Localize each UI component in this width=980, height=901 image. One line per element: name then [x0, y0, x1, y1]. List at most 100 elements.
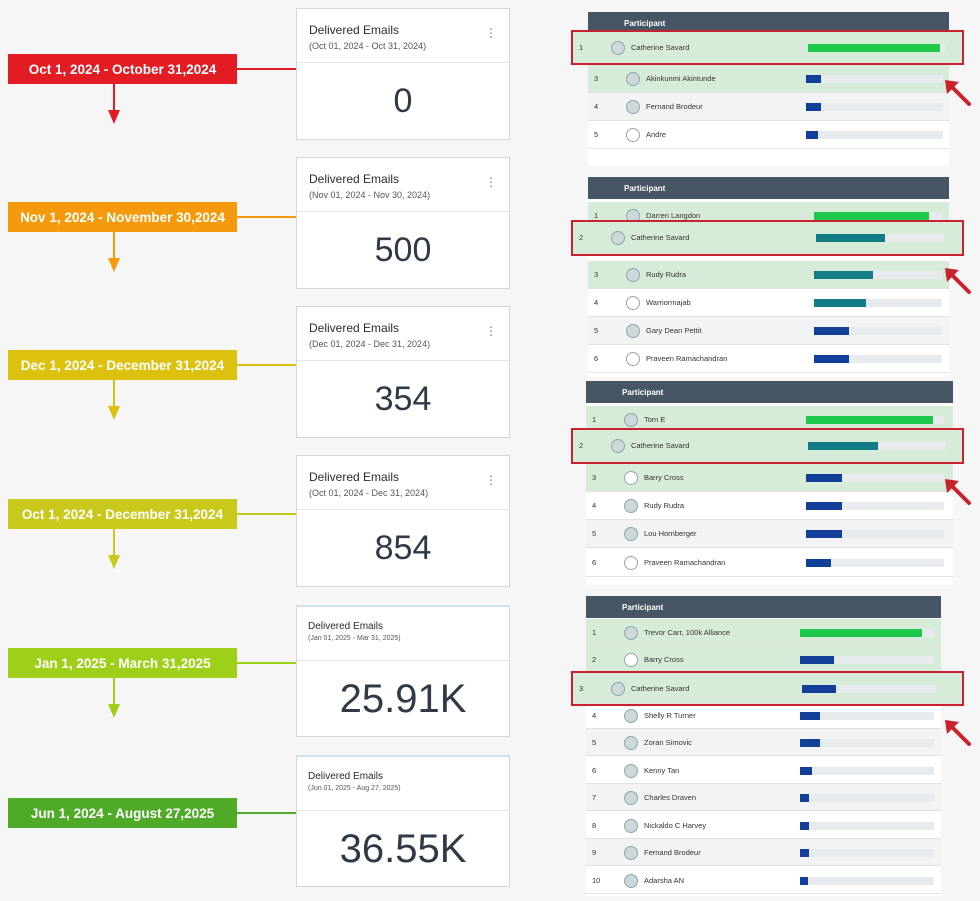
leaderboard-row[interactable]: 3 Akinkunmi Akintunde: [588, 65, 949, 93]
card-date-range: (Jun 01, 2025 - Aug 27, 2025): [308, 785, 401, 792]
participant-name: Warriormajab: [646, 298, 691, 307]
leaderboard-row[interactable]: 4 Warriormajab: [588, 289, 949, 317]
rank-number: 8: [592, 821, 597, 830]
leaderboard-row[interactable]: 4 Shelly R Turner: [586, 702, 941, 729]
down-connector: [113, 380, 115, 406]
participant-column-header: Participant: [586, 381, 953, 403]
rank-number: 3: [579, 684, 584, 693]
leaderboard-row[interactable]: 7 Charles Draven: [586, 784, 941, 811]
leaderboard-row[interactable]: 5 Gary Dean Pettit: [588, 317, 949, 345]
progress-bar-fill: [800, 822, 809, 830]
card-date-range: (Oct 01, 2024 - Dec 31, 2024): [309, 488, 429, 498]
arrow-down-icon: [108, 110, 120, 124]
arrow-down-icon: [108, 555, 120, 569]
progress-track: [806, 474, 944, 482]
card-title: Delivered Emails: [308, 621, 384, 632]
leaderboard-row[interactable]: 5 Zoran Simovic: [586, 729, 941, 756]
progress-track: [800, 822, 934, 830]
avatar: [611, 682, 625, 696]
leaderboard-row[interactable]: 5 Andre: [588, 121, 949, 149]
card-header: Delivered Emails (Nov 01, 2024 - Nov 30, …: [297, 158, 509, 212]
leaderboard-row[interactable]: 3 Barry Cross: [586, 464, 953, 492]
delivered-emails-card: Delivered Emails (Nov 01, 2024 - Nov 30, …: [296, 157, 510, 289]
leaderboard-row[interactable]: 6 Praveen Ramachandran: [588, 345, 949, 373]
participant-name: Rudy Rudra: [644, 501, 685, 510]
progress-bar-fill: [806, 416, 933, 424]
leaderboard-row[interactable]: 3 Catherine Savard: [573, 673, 962, 704]
participant-name: Fernand Brodeur: [644, 848, 701, 857]
leaderboard-row[interactable]: 1 Catherine Savard: [573, 32, 962, 63]
highlighted-participant-row[interactable]: 3 Catherine Savard: [571, 671, 964, 706]
rank-number: 3: [594, 74, 599, 83]
progress-bar-fill: [800, 767, 812, 775]
leaderboard-row[interactable]: 4 Rudy Rudra: [586, 492, 953, 520]
progress-bar-fill: [800, 794, 809, 802]
progress-track: [808, 44, 945, 52]
progress-track: [806, 502, 944, 510]
arrow-down-icon: [108, 704, 120, 718]
leaderboard-row[interactable]: 8 Nickaldo C Harvey: [586, 812, 941, 839]
progress-track: [806, 75, 943, 83]
leaderboard-row[interactable]: 4 Fernand Brodeur: [588, 93, 949, 121]
leaderboard-row[interactable]: 2 Barry Cross: [586, 646, 941, 673]
highlighted-participant-row[interactable]: 2 Catherine Savard: [571, 428, 964, 464]
participant-name: Catherine Savard: [631, 233, 690, 242]
participant-name: Gary Dean Pettit: [646, 326, 702, 335]
delivered-count: 0: [393, 81, 413, 120]
kebab-menu-icon[interactable]: ⋮: [485, 473, 497, 487]
progress-track: [806, 131, 943, 139]
participant-name: Barry Cross: [644, 655, 684, 664]
leaderboard-row[interactable]: 3 Rudy Rudra: [588, 261, 949, 289]
progress-bar-fill: [806, 131, 818, 139]
progress-bar-fill: [800, 849, 809, 857]
progress-track: [800, 849, 934, 857]
rank-number: 6: [594, 354, 599, 363]
leaderboard-row[interactable]: 2 Catherine Savard: [573, 430, 962, 462]
leaderboard-row[interactable]: 6 Praveen Ramachandran: [586, 549, 953, 577]
avatar: [626, 268, 640, 282]
leaderboard-row[interactable]: 6 Kenny Tan: [586, 757, 941, 784]
leaderboard-row[interactable]: 5 Lou Hornberger: [586, 520, 953, 548]
avatar: [624, 736, 638, 750]
avatar: [624, 626, 638, 640]
delivered-emails-card: Delivered Emails (Jun 01, 2025 - Aug 27, …: [296, 755, 510, 887]
participant-name: Adarsha AN: [644, 876, 685, 885]
avatar: [624, 846, 638, 860]
participant-name: Charles Draven: [644, 793, 697, 802]
avatar: [624, 471, 638, 485]
kebab-menu-icon[interactable]: ⋮: [485, 324, 497, 338]
leaderboard-row[interactable]: 1 Trevor Carr, 100k Alliance: [586, 619, 941, 646]
down-connector: [113, 678, 115, 704]
progress-bar-fill: [814, 271, 873, 279]
rank-number: 6: [592, 766, 597, 775]
leaderboard-row[interactable]: 9 Fernand Brodeur: [586, 839, 941, 866]
connector-line: [237, 662, 296, 664]
rank-number: 10: [592, 876, 601, 885]
progress-bar-fill: [806, 103, 821, 111]
leaderboard-row[interactable]: 10 Adarsha AN: [586, 867, 941, 894]
progress-bar-fill: [806, 474, 842, 482]
rank-number: 5: [594, 130, 599, 139]
red-pointer-arrow-icon: [945, 479, 971, 505]
card-date-range: (Nov 01, 2024 - Nov 30, 2024): [309, 190, 431, 200]
participant-column-header: Participant: [588, 177, 949, 199]
rank-number: 5: [592, 738, 597, 747]
rank-number: 5: [592, 529, 597, 538]
kebab-menu-icon[interactable]: ⋮: [485, 26, 497, 40]
avatar: [626, 296, 640, 310]
rank-number: 1: [579, 43, 584, 52]
avatar: [624, 709, 638, 723]
rank-number: 4: [594, 102, 599, 111]
highlighted-participant-row[interactable]: 1 Catherine Savard: [571, 30, 964, 65]
participant-name: Darren Langdon: [646, 211, 701, 220]
participant-column-header: Participant: [588, 12, 949, 34]
rank-number: 2: [579, 441, 584, 450]
rank-number: 3: [594, 270, 599, 279]
connector-line: [237, 68, 296, 70]
card-title: Delivered Emails: [309, 321, 400, 335]
highlighted-participant-row[interactable]: 2 Catherine Savard: [571, 220, 964, 256]
progress-bar-fill: [806, 559, 831, 567]
kebab-menu-icon[interactable]: ⋮: [485, 175, 497, 189]
leaderboard-row[interactable]: 2 Catherine Savard: [573, 222, 962, 254]
progress-track: [814, 327, 942, 335]
